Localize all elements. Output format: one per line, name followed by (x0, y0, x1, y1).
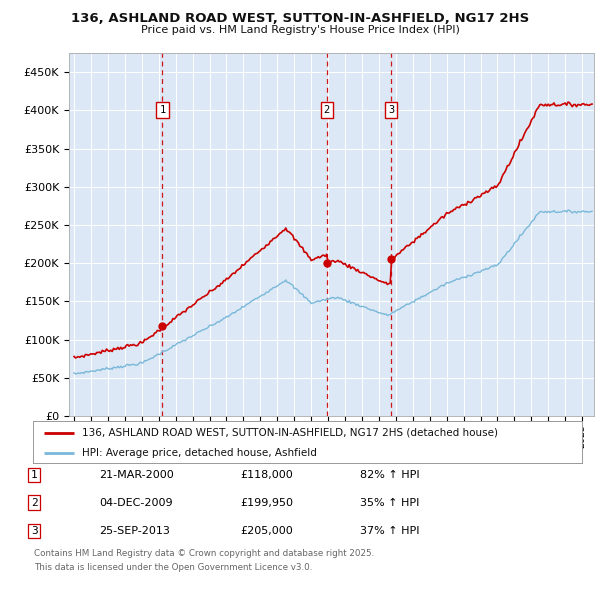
Text: HPI: Average price, detached house, Ashfield: HPI: Average price, detached house, Ashf… (82, 448, 317, 457)
Text: Contains HM Land Registry data © Crown copyright and database right 2025.: Contains HM Land Registry data © Crown c… (34, 549, 374, 558)
Text: 04-DEC-2009: 04-DEC-2009 (99, 498, 173, 507)
Text: £199,950: £199,950 (240, 498, 293, 507)
Text: 136, ASHLAND ROAD WEST, SUTTON-IN-ASHFIELD, NG17 2HS (detached house): 136, ASHLAND ROAD WEST, SUTTON-IN-ASHFIE… (82, 428, 499, 438)
Text: This data is licensed under the Open Government Licence v3.0.: This data is licensed under the Open Gov… (34, 563, 313, 572)
Text: 37% ↑ HPI: 37% ↑ HPI (360, 526, 419, 536)
Text: 82% ↑ HPI: 82% ↑ HPI (360, 470, 419, 480)
Text: 25-SEP-2013: 25-SEP-2013 (99, 526, 170, 536)
Text: Price paid vs. HM Land Registry's House Price Index (HPI): Price paid vs. HM Land Registry's House … (140, 25, 460, 35)
Text: 35% ↑ HPI: 35% ↑ HPI (360, 498, 419, 507)
Text: £205,000: £205,000 (240, 526, 293, 536)
Text: 2: 2 (31, 498, 38, 507)
Text: 3: 3 (388, 106, 394, 116)
Text: 21-MAR-2000: 21-MAR-2000 (99, 470, 174, 480)
Text: 1: 1 (160, 106, 166, 116)
Text: 3: 3 (31, 526, 38, 536)
Text: 2: 2 (323, 106, 330, 116)
Text: 136, ASHLAND ROAD WEST, SUTTON-IN-ASHFIELD, NG17 2HS: 136, ASHLAND ROAD WEST, SUTTON-IN-ASHFIE… (71, 12, 529, 25)
Text: 1: 1 (31, 470, 38, 480)
Text: £118,000: £118,000 (240, 470, 293, 480)
